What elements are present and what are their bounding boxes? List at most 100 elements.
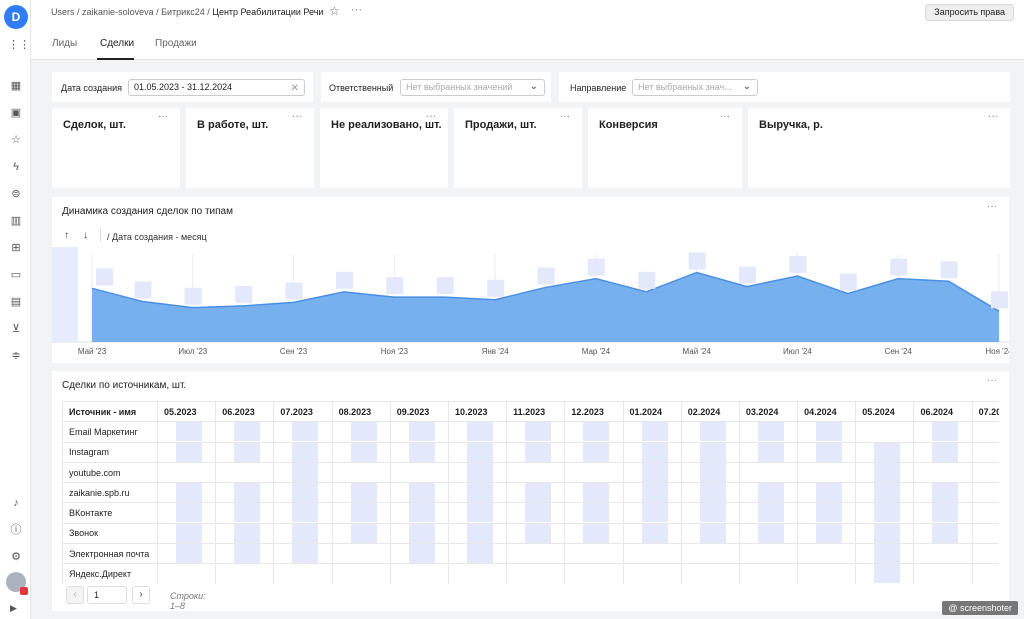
column-header[interactable]: 07.2023: [273, 401, 333, 423]
breadcrumb-item[interactable]: Users: [51, 7, 75, 17]
range-selection[interactable]: [52, 247, 78, 342]
column-header[interactable]: 02.2024: [680, 401, 740, 423]
column-header[interactable]: 06.2024: [913, 401, 973, 423]
lightning-icon[interactable]: ϟ: [13, 161, 19, 173]
apps-grid-icon[interactable]: ⋮⋮⋮: [8, 39, 41, 51]
value-cell: [215, 563, 275, 584]
data-label-box: [890, 258, 908, 276]
data-label-box: [386, 277, 404, 295]
value-cell: [156, 421, 217, 443]
more-options-icon[interactable]: ···: [351, 4, 362, 16]
more-options-icon[interactable]: ···: [987, 375, 997, 386]
value-cell: [506, 421, 566, 443]
source-name-cell: ВКонтакте: [62, 502, 158, 524]
value-bar: [583, 503, 610, 523]
area-chart[interactable]: Май '23 Июл '23 Сен '23 Ноя '23 Янв '24 Мар '…: [52, 197, 1009, 363]
column-header[interactable]: 12.2023: [564, 401, 624, 423]
column-header[interactable]: 05.2023: [156, 401, 217, 423]
value-cell: [215, 421, 275, 443]
more-options-icon[interactable]: ···: [988, 111, 998, 122]
data-label-box: [587, 258, 605, 276]
value-bar: [350, 524, 377, 543]
value-cell: [913, 421, 973, 443]
monitor-icon[interactable]: ▭: [10, 269, 22, 281]
column-header[interactable]: 06.2023: [215, 401, 275, 423]
page-input[interactable]: 1: [87, 586, 127, 604]
column-header[interactable]: 03.2024: [738, 401, 799, 423]
charts-icon[interactable]: ▥: [10, 215, 22, 227]
direction-select[interactable]: Нет выбранных знач... ⌄: [632, 79, 758, 96]
request-access-button[interactable]: Запросить права: [925, 4, 1014, 21]
collections-icon[interactable]: ▣: [10, 107, 22, 119]
column-header[interactable]: 05.2024: [855, 401, 915, 423]
kpi-card-revenue: Выручка, р. ···: [748, 108, 1010, 188]
more-options-icon[interactable]: ···: [720, 111, 730, 122]
breadcrumb-item[interactable]: Битрикс24: [161, 7, 205, 17]
value-cell: [389, 441, 449, 463]
datasets-icon[interactable]: ⊞: [11, 242, 21, 254]
kpi-card-deals: Сделок, шт. ···: [52, 108, 180, 188]
tab-sales[interactable]: Продажи: [155, 38, 197, 49]
tab-deals[interactable]: Сделки: [100, 38, 135, 49]
value-cell: [622, 441, 682, 463]
value-bar: [874, 463, 901, 482]
select-placeholder: Нет выбранных знач...: [638, 82, 732, 92]
next-page-button[interactable]: ›: [132, 586, 150, 604]
x-tick-label: Янв '24: [482, 347, 510, 356]
value-cell: [738, 482, 799, 504]
settings-icon[interactable]: ⚙: [11, 551, 21, 563]
column-header[interactable]: 09.2023: [389, 401, 449, 423]
clear-icon[interactable]: ✕: [290, 83, 299, 94]
value-cell: [389, 563, 449, 584]
sort-descending-icon[interactable]: ↓: [83, 230, 88, 241]
column-header[interactable]: 08.2023: [331, 401, 391, 423]
prev-page-button[interactable]: ‹: [66, 586, 84, 604]
connections-icon[interactable]: ⊜: [11, 188, 21, 200]
value-cell: [738, 421, 799, 443]
folder-icon[interactable]: ▤: [10, 296, 22, 308]
responsible-select[interactable]: Нет выбранных значений ⌄: [400, 79, 545, 96]
dashboard-icon[interactable]: ▦: [10, 80, 22, 92]
column-header[interactable]: 07.20: [971, 401, 999, 423]
breadcrumb-item[interactable]: zaikanie-soloveva: [82, 7, 154, 17]
column-header[interactable]: Источник - имя: [62, 401, 158, 423]
value-cell: [331, 563, 391, 584]
area-fill[interactable]: [92, 272, 999, 342]
favorites-icon[interactable]: ☆: [11, 134, 21, 146]
value-bar: [292, 503, 319, 523]
date-range-input[interactable]: 01.05.2023 - 31.12.2024 ✕: [128, 79, 305, 96]
settings-sliders-icon[interactable]: ≑: [11, 350, 21, 362]
cart-icon[interactable]: ⊻: [11, 323, 21, 335]
value-cell: [738, 522, 799, 545]
value-cell: [156, 543, 217, 565]
value-cell: [273, 563, 333, 584]
more-options-icon[interactable]: ···: [158, 111, 168, 122]
column-header[interactable]: 01.2024: [622, 401, 682, 423]
column-header[interactable]: 11.2023: [506, 401, 566, 423]
value-cell: [156, 482, 217, 504]
column-header[interactable]: 10.2023: [447, 401, 508, 423]
data-label-box: [789, 256, 807, 273]
value-cell: [215, 482, 275, 504]
breadcrumb: Users / zaikanie-soloveva / Битрикс24 / …: [51, 7, 323, 17]
favorite-star-icon[interactable]: ☆: [329, 4, 340, 18]
column-header[interactable]: 04.2024: [797, 401, 857, 423]
source-name-cell: youtube.com: [62, 461, 158, 484]
more-options-icon[interactable]: ···: [560, 111, 570, 122]
notifications-icon[interactable]: ♪: [13, 497, 19, 509]
more-options-icon[interactable]: ···: [987, 201, 997, 212]
more-options-icon[interactable]: ···: [292, 111, 302, 122]
value-cell: [389, 421, 449, 443]
sort-ascending-icon[interactable]: ↑: [64, 230, 69, 241]
expand-sidebar-icon[interactable]: ▶: [10, 603, 17, 613]
series-line: [91, 271, 1000, 312]
help-icon[interactable]: ⓘ: [10, 524, 22, 536]
value-cell: [797, 482, 857, 504]
value-bar: [525, 503, 552, 523]
datalens-logo[interactable]: D: [4, 5, 28, 29]
more-options-icon[interactable]: ···: [426, 111, 436, 122]
breadcrumb-separator: /: [77, 7, 83, 17]
value-cell: [738, 441, 799, 463]
tab-leads[interactable]: Лиды: [52, 38, 78, 49]
value-bar: [874, 544, 901, 563]
